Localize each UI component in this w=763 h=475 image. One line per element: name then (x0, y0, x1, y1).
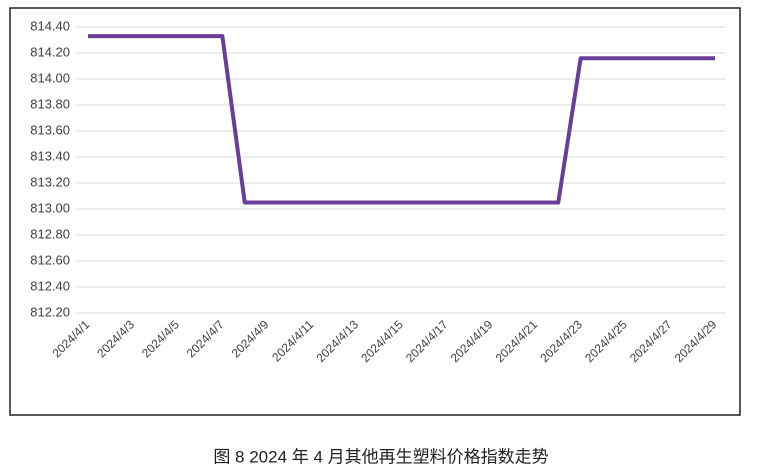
y-tick-label: 814.20 (30, 44, 70, 59)
x-tick-label: 2024/4/1 (49, 317, 92, 360)
x-tick-label: 2024/4/21 (493, 317, 541, 365)
x-tick-label: 2024/4/27 (627, 317, 675, 365)
x-tick-label: 2024/4/13 (313, 317, 361, 365)
chart-title: 图 8 2024 年 4 月其他再生塑料价格指数走势 (213, 447, 548, 466)
x-tick-label: 2024/4/15 (358, 317, 406, 365)
y-tick-label: 813.40 (30, 148, 70, 163)
x-tick-label: 2024/4/23 (537, 317, 585, 365)
y-tick-label: 813.20 (30, 174, 70, 189)
y-tick-label: 812.20 (30, 304, 70, 319)
chart-frame (9, 7, 741, 416)
y-tick-label: 812.40 (30, 278, 70, 293)
y-tick-label: 812.60 (30, 252, 70, 267)
x-tick-label: 2024/4/7 (184, 317, 227, 360)
y-tick-label: 813.60 (30, 122, 70, 137)
y-tick-label: 813.00 (30, 200, 70, 215)
x-tick-label: 2024/4/19 (448, 317, 496, 365)
x-tick-label: 2024/4/9 (229, 317, 272, 360)
line (88, 34, 715, 205)
x-tick-label: 2024/4/17 (403, 317, 451, 365)
x-tick-label: 2024/4/29 (672, 317, 720, 365)
y-tick-label: 814.40 (30, 18, 70, 33)
x-tick-label: 2024/4/11 (269, 317, 316, 364)
x-tick-label: 2024/4/3 (94, 317, 137, 360)
x-tick-label: 2024/4/5 (139, 317, 182, 360)
y-tick-label: 814.00 (30, 70, 70, 85)
x-tick-label: 2024/4/25 (582, 317, 630, 365)
y-tick-label: 813.80 (30, 96, 70, 111)
y-tick-label: 812.80 (30, 226, 70, 241)
